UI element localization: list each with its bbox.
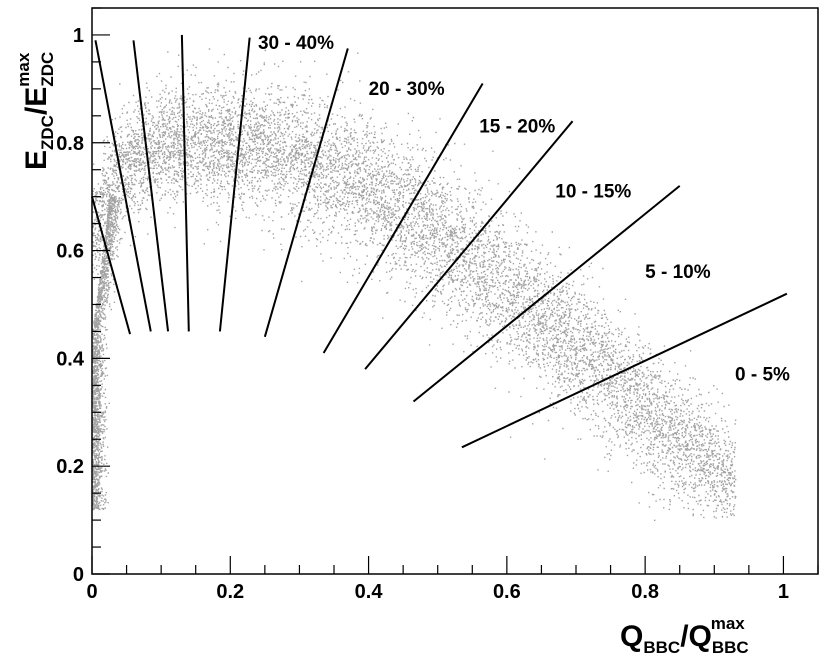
x-axis-title: QBBC/QBBCmax	[620, 614, 749, 657]
y-tick-label-0: 0	[73, 564, 84, 586]
cut-line-2	[94, 40, 152, 332]
y-tick-label-3: 0.6	[56, 241, 84, 263]
cut-label-7: 15 - 20%	[479, 117, 555, 138]
cut-line-3	[132, 40, 170, 332]
x-tick-label-5: 1	[778, 581, 789, 603]
cut-label-10: 0 - 5%	[735, 365, 790, 386]
cut-label-8: 10 - 15%	[555, 181, 631, 202]
y-tick-label-4: 0.8	[56, 133, 84, 155]
cut-line-7	[322, 82, 484, 354]
x-tick-label-3: 0.6	[493, 581, 521, 603]
centrality-cut-lines: 30 - 40% 20 - 30% 15 - 20% 10 - 15% 5 - 10% 0…	[91, 33, 790, 449]
cut-line-10	[461, 292, 788, 449]
axes: 0 0.2 0.4 0.6 0.8 1 0 0.2 0.4 0.6 0.8 1	[56, 7, 819, 603]
x-tick-label-1: 0.2	[216, 581, 244, 603]
y-tick-label-1: 0.2	[56, 456, 84, 478]
x-tick-label-2: 0.4	[355, 581, 384, 603]
cut-line-4	[180, 34, 190, 332]
y-tick-label-5: 1	[73, 25, 84, 47]
plot-frame	[91, 7, 819, 575]
cut-label-9: 5 - 10%	[645, 262, 711, 283]
cut-label-5: 30 - 40%	[258, 33, 334, 54]
cut-line-9	[412, 185, 681, 403]
y-tick-label-2: 0.4	[56, 348, 85, 370]
y-axis-title: EZDC/EZDCmax	[14, 52, 57, 170]
x-tick-label-4: 0.8	[631, 581, 659, 603]
cut-line-6	[263, 48, 349, 338]
x-tick-label-0: 0	[86, 581, 97, 603]
cut-label-6: 20 - 30%	[369, 79, 445, 100]
cut-line-5	[218, 37, 251, 332]
cut-line-8	[364, 120, 574, 370]
cut-line-1	[91, 196, 131, 335]
